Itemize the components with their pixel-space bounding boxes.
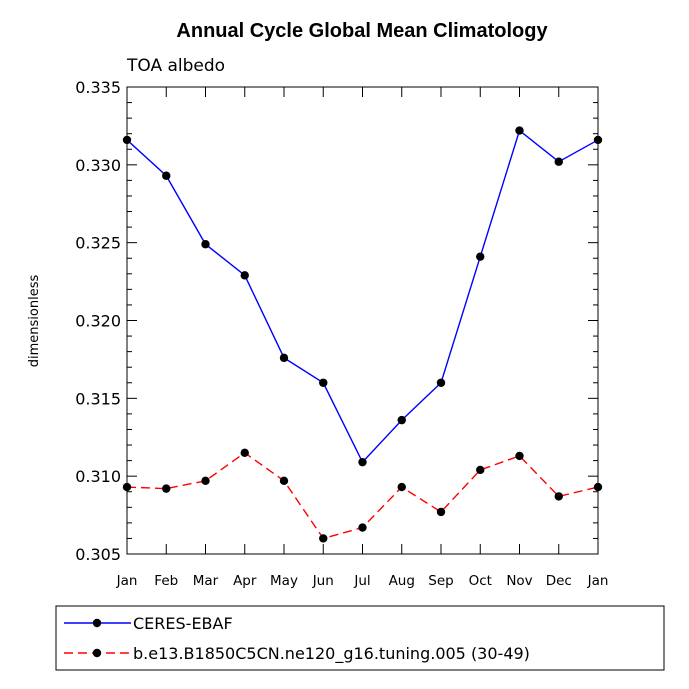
series-1-point bbox=[554, 492, 563, 501]
series-0-point bbox=[515, 126, 524, 135]
series-1-point bbox=[476, 465, 485, 475]
plot-frame bbox=[126, 86, 599, 555]
series-1-point bbox=[593, 482, 603, 492]
y-tick-label: 0.320 bbox=[75, 312, 121, 331]
y-tick-label: 0.335 bbox=[75, 78, 121, 97]
series-1-point bbox=[436, 507, 446, 517]
series-1-point bbox=[162, 484, 171, 493]
x-tick-label: Jun bbox=[312, 573, 334, 589]
x-tick-label: Aug bbox=[389, 573, 415, 589]
x-tick-label: May bbox=[270, 573, 298, 589]
series-0-point bbox=[279, 353, 289, 363]
series-1-point bbox=[122, 482, 132, 492]
series-0-point bbox=[476, 252, 485, 261]
series-1-point bbox=[319, 534, 328, 543]
series-1-point bbox=[240, 448, 249, 458]
legend-label-1: b.e13.B1850C5CN.ne120_g16.tuning.005 (30… bbox=[133, 644, 530, 664]
series-1-point bbox=[279, 476, 289, 486]
y-tick-label: 0.325 bbox=[75, 234, 121, 253]
x-tick-label: Mar bbox=[193, 573, 219, 589]
x-tick-label: Dec bbox=[546, 573, 572, 589]
series-0-point bbox=[593, 135, 603, 145]
chart-subtitle: TOA albedo bbox=[126, 56, 225, 76]
series-0-point bbox=[436, 378, 446, 387]
series-line-0 bbox=[126, 129, 599, 464]
series-1-point bbox=[358, 523, 367, 532]
legend-label-0: CERES-EBAF bbox=[133, 614, 233, 633]
series-0-point bbox=[240, 271, 249, 280]
legend-marker-1 bbox=[92, 648, 102, 658]
x-tick-label: Feb bbox=[154, 573, 178, 589]
x-tick-label: Nov bbox=[506, 573, 532, 589]
series-0-point bbox=[358, 457, 367, 467]
y-axis-label: dimensionless bbox=[27, 275, 42, 368]
x-axis-ticks: Jan Feb Mar Apr May Jun Jul Aug Sep Oct Nov Dec Jan bbox=[116, 87, 609, 589]
chart-title: Annual Cycle Global Mean Climatology bbox=[176, 20, 548, 42]
series-0-point bbox=[397, 415, 406, 425]
series-0-point bbox=[162, 171, 171, 180]
y-tick-label: 0.305 bbox=[75, 545, 121, 564]
series-1-point bbox=[515, 451, 524, 461]
x-tick-label: Sep bbox=[428, 573, 453, 589]
y-tick-label: 0.310 bbox=[75, 467, 121, 486]
series-0-point bbox=[201, 240, 210, 249]
x-tick-label: Jul bbox=[353, 573, 370, 589]
series-0-point bbox=[122, 135, 132, 145]
y-tick-label: 0.330 bbox=[75, 156, 121, 175]
y-tick-label: 0.315 bbox=[75, 389, 121, 408]
y-axis-ticks: 0.305 0.310 0.315 0.320 0.325 0.330 0.335 bbox=[75, 78, 598, 564]
series-1-point bbox=[201, 476, 210, 486]
legend-marker-0 bbox=[92, 618, 102, 628]
series-1-point bbox=[397, 482, 406, 492]
series-0-point bbox=[319, 378, 328, 387]
legend-box bbox=[55, 605, 665, 671]
series-layer bbox=[122, 126, 603, 543]
series-0-point bbox=[554, 157, 563, 166]
x-tick-label: Jan bbox=[116, 573, 138, 589]
x-tick-label: Jan bbox=[587, 573, 609, 589]
x-tick-label: Apr bbox=[233, 573, 257, 589]
legend: CERES-EBAF b.e13.B1850C5CN.ne120_g16.tuni… bbox=[64, 614, 530, 664]
x-tick-label: Oct bbox=[469, 573, 492, 589]
